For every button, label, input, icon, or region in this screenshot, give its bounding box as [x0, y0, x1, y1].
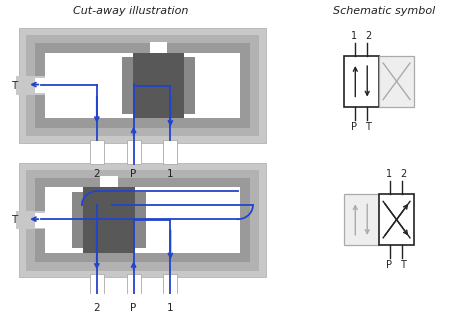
Text: 1: 1 [351, 31, 357, 41]
Bar [100, 176, 118, 187]
Bar [90, 140, 104, 164]
Text: Schematic symbol: Schematic symbol [333, 6, 435, 16]
Text: T: T [11, 80, 17, 90]
Text: P: P [130, 169, 137, 179]
Bar [35, 118, 250, 128]
Bar [35, 178, 45, 262]
Text: T: T [400, 260, 406, 270]
Bar [146, 187, 240, 253]
Text: 1: 1 [167, 169, 173, 179]
Text: P: P [386, 260, 392, 270]
Bar [164, 140, 177, 164]
Bar [35, 44, 250, 53]
Bar [45, 53, 240, 118]
Text: 1: 1 [386, 169, 392, 179]
Bar [83, 187, 135, 253]
Bar [16, 211, 45, 229]
Bar [122, 58, 133, 114]
Bar [45, 53, 122, 118]
Bar [19, 163, 266, 277]
Text: 2: 2 [400, 169, 406, 179]
Bar [149, 42, 167, 53]
Text: T: T [11, 215, 17, 225]
Bar [135, 192, 146, 248]
Bar [379, 194, 414, 245]
Bar [133, 53, 184, 118]
Bar [45, 187, 240, 253]
Bar [164, 274, 177, 299]
Text: P: P [351, 122, 357, 132]
Text: 2: 2 [365, 31, 371, 41]
Text: T: T [365, 122, 371, 132]
Text: P: P [130, 303, 137, 313]
Bar [195, 53, 240, 118]
Bar [26, 35, 259, 136]
Bar [240, 178, 250, 262]
Bar [127, 274, 141, 299]
Bar [35, 213, 45, 228]
Bar [26, 170, 259, 270]
Text: 1: 1 [167, 303, 173, 313]
Bar [127, 140, 141, 164]
Bar [90, 274, 104, 299]
Bar [35, 178, 250, 187]
Bar [35, 78, 45, 93]
Bar [35, 178, 250, 262]
Bar [184, 58, 195, 114]
Bar [72, 192, 83, 248]
Bar [45, 187, 72, 253]
Bar [345, 56, 379, 107]
Bar [19, 28, 266, 142]
Bar [16, 76, 45, 95]
Bar [35, 44, 45, 128]
Text: 2: 2 [93, 169, 100, 179]
Bar [35, 44, 250, 128]
Text: Cut-away illustration: Cut-away illustration [73, 6, 188, 16]
Bar [379, 56, 414, 107]
Bar [240, 44, 250, 128]
Bar [35, 253, 250, 262]
Bar [345, 194, 379, 245]
Text: 2: 2 [93, 303, 100, 313]
